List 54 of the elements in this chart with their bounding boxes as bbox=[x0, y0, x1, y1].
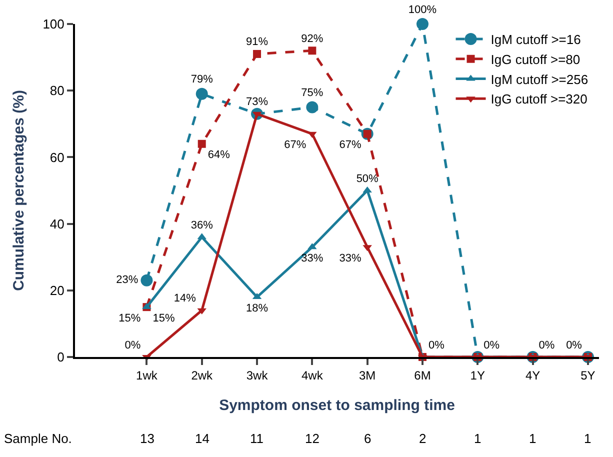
text: 12 bbox=[305, 431, 320, 446]
legend-label: IgM cutoff >=256 bbox=[490, 72, 588, 87]
x-tick-label: 6M bbox=[414, 368, 431, 382]
x-tick-label: 1Y bbox=[470, 368, 485, 382]
data-label: 67% bbox=[339, 139, 362, 152]
data-label: 100% bbox=[408, 4, 437, 16]
data-label: 18% bbox=[246, 302, 268, 314]
data-label: 0% bbox=[124, 339, 141, 352]
legend-label: IgG cutoff >=80 bbox=[490, 52, 580, 67]
data-label: 75% bbox=[301, 87, 324, 99]
x-tick-label: 4wk bbox=[302, 368, 324, 382]
data-label: 64% bbox=[208, 149, 230, 162]
y-tick-label: 0 bbox=[57, 350, 64, 365]
y-tick-label: 100 bbox=[42, 16, 64, 32]
x-tick-label: 3wk bbox=[246, 368, 269, 382]
data-label: 92% bbox=[301, 32, 324, 45]
data-label: 91% bbox=[246, 36, 268, 48]
text: 1 bbox=[529, 431, 536, 446]
text: 11 bbox=[250, 431, 264, 446]
data-label: 0% bbox=[428, 339, 445, 352]
text: 13 bbox=[140, 431, 154, 446]
text: 2 bbox=[419, 431, 426, 446]
data-label: 0% bbox=[484, 339, 500, 352]
data-label: 15% bbox=[118, 312, 141, 324]
data-label: 14% bbox=[174, 292, 196, 305]
text: 1 bbox=[474, 431, 482, 446]
text: 14 bbox=[195, 431, 210, 446]
data-label: 0% bbox=[538, 339, 555, 352]
legend-label: IgG cutoff >=320 bbox=[490, 92, 588, 107]
x-tick-label: 1wk bbox=[136, 368, 158, 382]
x-tick-label: 3M bbox=[359, 368, 376, 382]
text: 6 bbox=[364, 431, 372, 446]
y-tick-label: 80 bbox=[50, 83, 64, 98]
data-label: 67% bbox=[284, 139, 306, 152]
text: 1 bbox=[584, 431, 592, 446]
data-label: 15% bbox=[152, 312, 175, 324]
data-label: 73% bbox=[246, 96, 268, 108]
y-tick-label: 40 bbox=[50, 216, 64, 232]
x-tick-label: 4Y bbox=[525, 368, 540, 382]
data-label: 0% bbox=[566, 339, 582, 352]
legend-label: IgM cutoff >=16 bbox=[490, 32, 581, 48]
y-tick-label: 20 bbox=[50, 282, 64, 298]
y-tick-label: 60 bbox=[50, 150, 64, 165]
data-label: 50% bbox=[356, 172, 379, 185]
x-tick-label: 5Y bbox=[580, 368, 596, 382]
data-label: 23% bbox=[116, 274, 138, 286]
x-tick-label: 2wk bbox=[191, 368, 214, 382]
data-label: 79% bbox=[190, 74, 214, 86]
data-label: 36% bbox=[190, 219, 214, 232]
text: Sample No. bbox=[4, 431, 72, 446]
data-label: 33% bbox=[339, 252, 362, 264]
x-axis-title: Symptom onset to sampling time bbox=[219, 396, 455, 414]
y-axis-title: Cumulative percentages (%) bbox=[10, 90, 28, 291]
data-label: 33% bbox=[301, 252, 324, 264]
